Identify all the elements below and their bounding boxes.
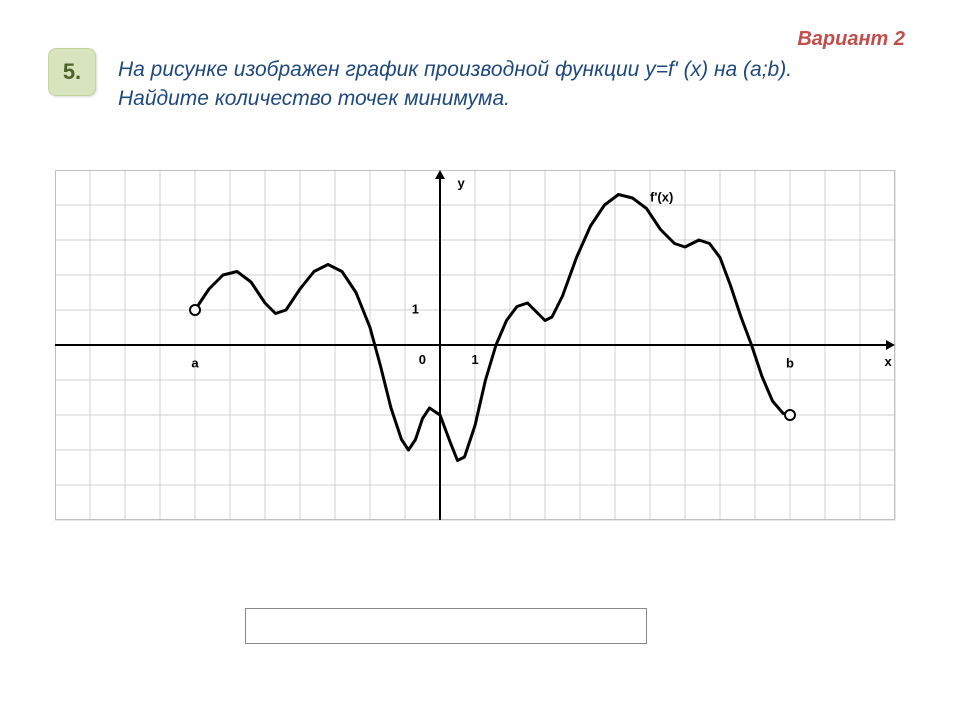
svg-text:0: 0 — [419, 352, 426, 367]
svg-text:y: y — [458, 175, 466, 190]
svg-text:x: x — [885, 354, 893, 369]
svg-text:b: b — [786, 356, 794, 371]
svg-text:a: a — [191, 356, 199, 371]
problem-number-badge: 5. — [48, 48, 96, 96]
svg-text:f'(x): f'(x) — [650, 189, 673, 204]
svg-text:1: 1 — [412, 301, 419, 316]
svg-text:1: 1 — [471, 352, 478, 367]
variant-label: Вариант 2 — [797, 28, 905, 51]
problem-text: На рисунке изображен график производной … — [118, 55, 858, 114]
answer-input-box[interactable] — [245, 608, 647, 644]
derivative-chart: y f'(x) 1 1 0 a b x — [55, 170, 905, 545]
